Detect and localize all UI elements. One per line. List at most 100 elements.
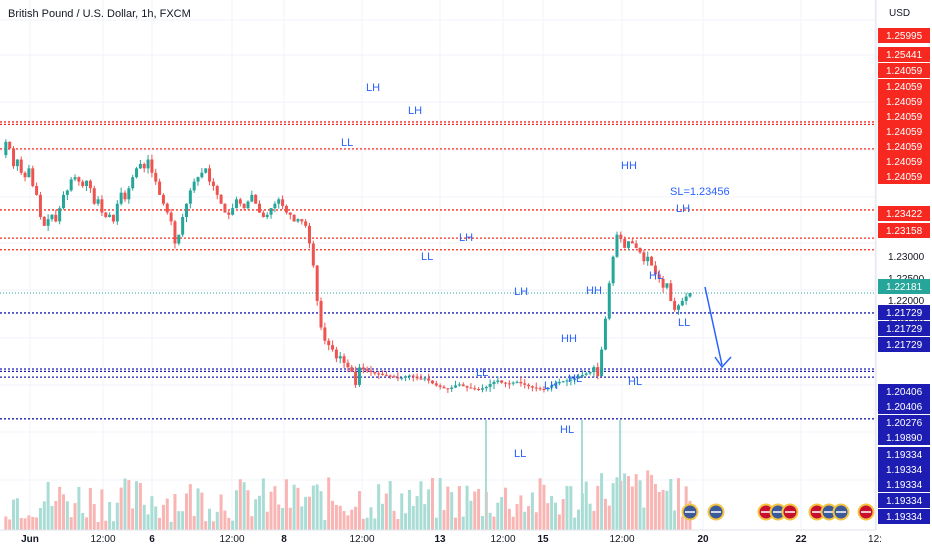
price-tag[interactable] (878, 94, 930, 109)
candle[interactable] (200, 172, 204, 178)
candle[interactable] (523, 383, 527, 385)
candle[interactable] (684, 296, 688, 301)
price-tag[interactable] (878, 462, 930, 477)
candle[interactable] (454, 385, 458, 388)
candle[interactable] (284, 205, 288, 213)
candle[interactable] (69, 179, 73, 191)
candle[interactable] (557, 381, 561, 384)
candle[interactable] (627, 241, 631, 248)
candle[interactable] (492, 381, 496, 385)
candle[interactable] (661, 278, 665, 288)
candle[interactable] (584, 373, 588, 375)
price-tag[interactable] (878, 63, 930, 78)
price-tag[interactable] (878, 447, 930, 462)
candle[interactable] (480, 388, 484, 390)
candle[interactable] (457, 384, 461, 386)
candle[interactable] (281, 199, 285, 206)
price-tag[interactable] (878, 206, 930, 221)
candle[interactable] (58, 208, 62, 222)
candle[interactable] (384, 374, 388, 376)
candle[interactable] (215, 186, 219, 195)
price-tag[interactable] (878, 139, 930, 154)
candle[interactable] (196, 177, 200, 182)
candle[interactable] (142, 163, 146, 169)
candle[interactable] (184, 203, 188, 217)
candle[interactable] (573, 378, 577, 380)
candle[interactable] (638, 247, 642, 253)
candle[interactable] (676, 305, 680, 310)
candle[interactable] (46, 219, 50, 226)
candle[interactable] (642, 252, 646, 262)
price-tag[interactable] (878, 154, 930, 169)
candle[interactable] (377, 373, 381, 375)
candle[interactable] (296, 219, 300, 222)
candle[interactable] (61, 194, 65, 209)
candle[interactable] (346, 362, 350, 368)
candle[interactable] (181, 216, 185, 235)
candle[interactable] (342, 356, 346, 363)
candle[interactable] (115, 203, 119, 222)
candle[interactable] (404, 376, 408, 378)
candle[interactable] (619, 234, 623, 240)
candle[interactable] (407, 375, 411, 377)
candle[interactable] (361, 367, 365, 370)
price-tag[interactable] (878, 109, 930, 124)
candle[interactable] (477, 389, 481, 391)
candle[interactable] (227, 212, 231, 215)
economic-event-flags[interactable] (681, 503, 875, 521)
price-tag[interactable] (878, 399, 930, 414)
candle[interactable] (588, 372, 592, 374)
price-tag[interactable] (878, 415, 930, 430)
candle[interactable] (419, 378, 423, 380)
candle[interactable] (131, 177, 135, 189)
candle[interactable] (208, 168, 212, 182)
candle[interactable] (292, 214, 296, 222)
candle[interactable] (450, 387, 454, 390)
candle[interactable] (484, 386, 488, 389)
price-tag[interactable] (878, 79, 930, 94)
candle[interactable] (123, 192, 127, 200)
price-tag[interactable] (878, 124, 930, 139)
candle[interactable] (438, 385, 442, 387)
candle[interactable] (288, 212, 292, 215)
candles[interactable] (4, 139, 692, 393)
price-tag[interactable] (878, 321, 930, 336)
candle[interactable] (138, 163, 142, 169)
candle[interactable] (615, 234, 619, 257)
candle[interactable] (250, 194, 254, 202)
price-tag[interactable] (878, 384, 930, 399)
candle[interactable] (519, 381, 523, 384)
candle[interactable] (50, 214, 54, 220)
candle[interactable] (307, 225, 311, 244)
candle[interactable] (553, 383, 557, 386)
candle[interactable] (327, 340, 331, 346)
candle[interactable] (15, 159, 19, 167)
candle[interactable] (223, 203, 227, 213)
candle[interactable] (592, 367, 596, 373)
candle[interactable] (277, 199, 281, 204)
candle[interactable] (442, 386, 446, 389)
price-tag[interactable] (878, 47, 930, 62)
candle[interactable] (646, 256, 650, 262)
candle[interactable] (427, 378, 431, 381)
candle[interactable] (569, 379, 573, 381)
candle[interactable] (673, 300, 677, 310)
candle[interactable] (23, 172, 27, 178)
candle[interactable] (254, 194, 258, 204)
price-tag[interactable] (878, 279, 930, 294)
candle[interactable] (154, 172, 158, 182)
candle[interactable] (657, 274, 661, 279)
candle[interactable] (146, 159, 150, 169)
candle[interactable] (65, 190, 69, 195)
candle[interactable] (258, 203, 262, 213)
candle[interactable] (165, 203, 169, 213)
candle[interactable] (88, 180, 92, 189)
candle[interactable] (630, 241, 634, 244)
candle[interactable] (111, 214, 115, 222)
candle[interactable] (54, 214, 58, 222)
candle[interactable] (496, 380, 500, 382)
candle[interactable] (680, 300, 684, 306)
candle[interactable] (211, 181, 215, 187)
candle[interactable] (81, 181, 85, 187)
